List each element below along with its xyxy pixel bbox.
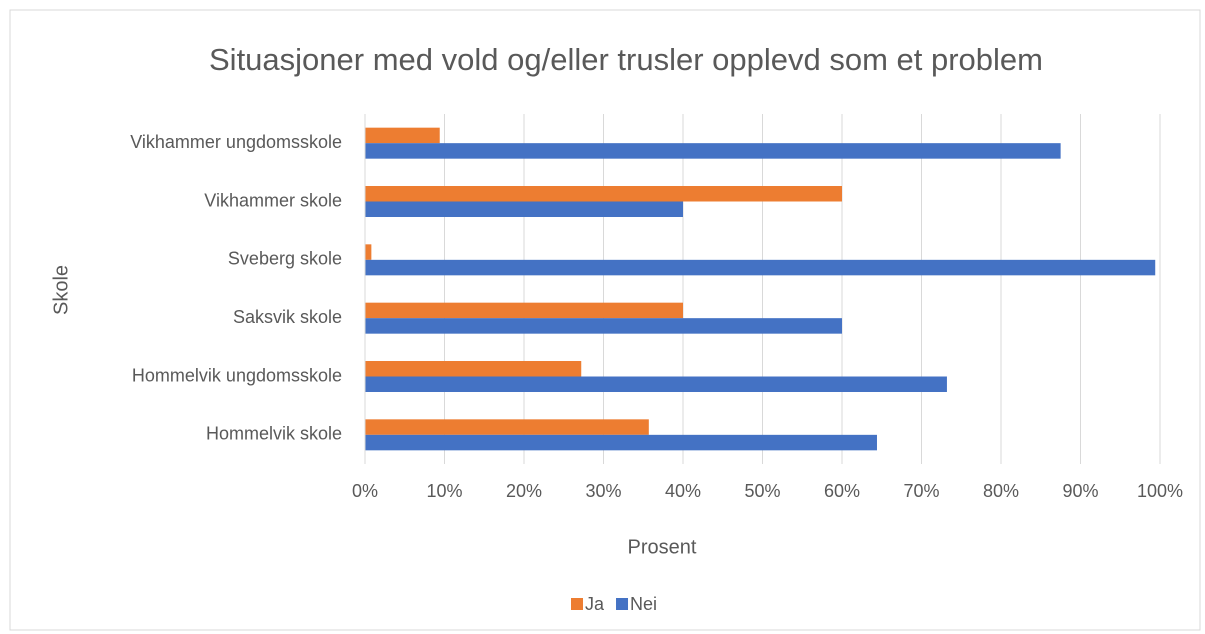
x-tick-label: 50% (744, 481, 780, 501)
legend-swatch (616, 598, 629, 610)
legend-label: Ja (585, 594, 605, 614)
bar (365, 259, 1156, 276)
x-tick-label: 10% (426, 481, 462, 501)
bar (365, 201, 683, 217)
y-tick-label: Vikhammer ungdomsskole (130, 132, 342, 152)
bar (365, 361, 582, 377)
y-axis-title: Skole (50, 265, 72, 315)
bar (365, 376, 947, 392)
y-tick-label: Vikhammer skole (204, 190, 342, 210)
chart-title: Situasjoner med vold og/eller trusler op… (209, 42, 1043, 77)
x-axis-title: Prosent (628, 536, 697, 558)
x-tick-label: 100% (1137, 481, 1183, 501)
x-tick-label: 90% (1062, 481, 1098, 501)
legend-label: Nei (630, 594, 657, 614)
y-tick-label: Saksvik skole (233, 307, 342, 327)
x-tick-label: 20% (506, 481, 542, 501)
bar (365, 244, 372, 260)
bar (365, 186, 842, 202)
x-tick-label: 30% (585, 481, 621, 501)
x-tick-label: 70% (903, 481, 939, 501)
x-tick-label: 60% (824, 481, 860, 501)
y-tick-label: Hommelvik skole (206, 424, 342, 444)
bar (365, 318, 842, 334)
y-tick-label: Hommelvik ungdomsskole (132, 365, 342, 385)
x-tick-label: 40% (665, 481, 701, 501)
bar (365, 127, 440, 144)
x-tick-label: 0% (352, 481, 378, 501)
x-tick-label: 80% (983, 481, 1019, 501)
bar (365, 302, 683, 319)
y-tick-label: Sveberg skole (228, 249, 342, 269)
bar (365, 419, 649, 435)
legend-swatch (571, 598, 583, 610)
bar (365, 143, 1061, 159)
bar (365, 434, 877, 451)
